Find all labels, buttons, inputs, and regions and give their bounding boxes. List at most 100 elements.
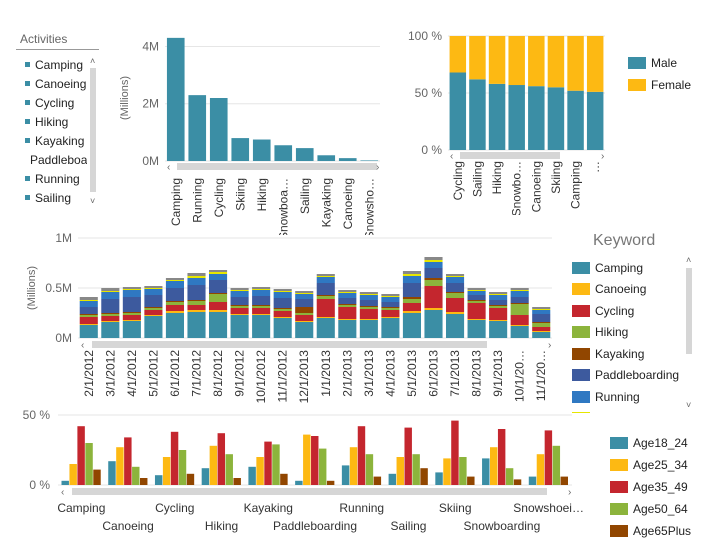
bar-segment[interactable] [586, 91, 604, 150]
bar-segment[interactable] [101, 291, 120, 292]
bar-segment[interactable] [208, 310, 228, 312]
bar-segment[interactable] [467, 320, 486, 338]
bar-segment[interactable] [467, 295, 486, 300]
bar[interactable] [295, 480, 303, 485]
bar[interactable] [388, 473, 397, 485]
bar[interactable] [317, 155, 336, 161]
slicer-item[interactable]: Sailing [25, 188, 87, 207]
bar-segment[interactable] [567, 90, 584, 150]
bar-segment[interactable] [359, 309, 378, 319]
bar-segment[interactable] [359, 292, 378, 294]
legend-item[interactable]: Age25_34 [610, 454, 691, 476]
bar-segment[interactable] [338, 290, 357, 292]
bar[interactable] [544, 430, 553, 485]
bar-segment[interactable] [445, 276, 465, 277]
bar-segment[interactable] [338, 298, 357, 304]
bar[interactable] [248, 466, 256, 485]
bar[interactable] [162, 457, 171, 485]
legend-item[interactable]: Age65Plus [610, 520, 691, 542]
bar-segment[interactable] [316, 296, 335, 299]
legend-item[interactable]: Age50_64 [610, 498, 691, 520]
bar[interactable] [435, 472, 443, 485]
horizontal-scrollbar[interactable] [460, 152, 560, 159]
bar-segment[interactable] [165, 278, 185, 280]
bar-segment[interactable] [144, 295, 163, 307]
bar-segment[interactable] [273, 309, 292, 311]
bar-segment[interactable] [359, 300, 378, 306]
bar-segment[interactable] [295, 299, 314, 307]
bar[interactable] [264, 441, 272, 485]
bar-segment[interactable] [187, 285, 206, 300]
bar-segment[interactable] [488, 83, 506, 150]
bar-segment[interactable] [338, 293, 357, 298]
bar-segment[interactable] [381, 317, 400, 318]
bar-segment[interactable] [359, 320, 378, 338]
bar-segment[interactable] [208, 294, 228, 302]
bar[interactable] [528, 476, 537, 485]
bar-segment[interactable] [532, 310, 551, 314]
bar-segment[interactable] [381, 318, 400, 338]
bar[interactable] [178, 450, 187, 485]
bar-segment[interactable] [445, 314, 465, 338]
bar-segment[interactable] [316, 299, 335, 317]
bar[interactable] [274, 145, 293, 161]
bar-segment[interactable] [252, 308, 271, 314]
bar-segment[interactable] [338, 304, 357, 305]
legend-item[interactable]: Cycling [572, 300, 679, 322]
bar-segment[interactable] [101, 292, 120, 299]
bar-segment[interactable] [208, 272, 228, 274]
bar-segment[interactable] [424, 310, 443, 338]
bar[interactable] [360, 160, 379, 161]
bar[interactable] [93, 469, 101, 485]
bar[interactable] [108, 461, 116, 485]
slicer-item[interactable]: Canoeing [25, 74, 87, 93]
bar-segment[interactable] [449, 72, 467, 150]
bar-segment[interactable] [295, 291, 314, 293]
bar[interactable] [318, 448, 327, 485]
bar-segment[interactable] [230, 291, 249, 297]
bar-segment[interactable] [510, 291, 529, 297]
bar-segment[interactable] [402, 297, 422, 299]
bar-segment[interactable] [273, 308, 292, 309]
bar-segment[interactable] [338, 305, 357, 307]
bar-segment[interactable] [467, 303, 486, 319]
bar-segment[interactable] [424, 280, 443, 286]
slicer-item[interactable]: Hiking [25, 112, 87, 131]
bar-segment[interactable] [445, 293, 465, 298]
bar-segment[interactable] [273, 298, 292, 308]
bar-segment[interactable] [252, 314, 271, 315]
bar-segment[interactable] [402, 271, 422, 274]
bar[interactable] [209, 445, 218, 485]
bar-segment[interactable] [489, 294, 508, 295]
bar-segment[interactable] [402, 303, 422, 311]
slicer-item[interactable]: Kayaking [25, 131, 87, 150]
bar[interactable] [256, 457, 264, 485]
bar-segment[interactable] [532, 307, 551, 309]
bar-segment[interactable] [445, 298, 465, 312]
slicer-item[interactable]: Running [25, 169, 87, 188]
bar[interactable] [420, 468, 428, 485]
bar-segment[interactable] [338, 319, 357, 320]
bar-segment[interactable] [489, 292, 508, 294]
bar[interactable] [201, 468, 210, 485]
bar[interactable] [341, 465, 350, 485]
bar-segment[interactable] [273, 311, 292, 317]
bar-segment[interactable] [252, 296, 271, 305]
slicer-checkbox[interactable] [25, 138, 30, 143]
bar-segment[interactable] [510, 315, 529, 325]
bar-segment[interactable] [295, 313, 314, 315]
bar[interactable] [132, 466, 140, 485]
bar-segment[interactable] [252, 287, 271, 289]
bar-segment[interactable] [359, 294, 378, 295]
bar[interactable] [497, 429, 506, 485]
bar-segment[interactable] [528, 36, 545, 87]
bar-segment[interactable] [101, 288, 120, 291]
bar-segment[interactable] [79, 325, 98, 338]
bar-segment[interactable] [187, 301, 206, 305]
legend-item[interactable]: Female [628, 74, 691, 96]
bar[interactable] [252, 139, 271, 161]
bar[interactable] [85, 443, 93, 485]
bar-segment[interactable] [187, 310, 206, 312]
slicer-checkbox[interactable] [25, 100, 30, 105]
bar[interactable] [170, 431, 179, 485]
